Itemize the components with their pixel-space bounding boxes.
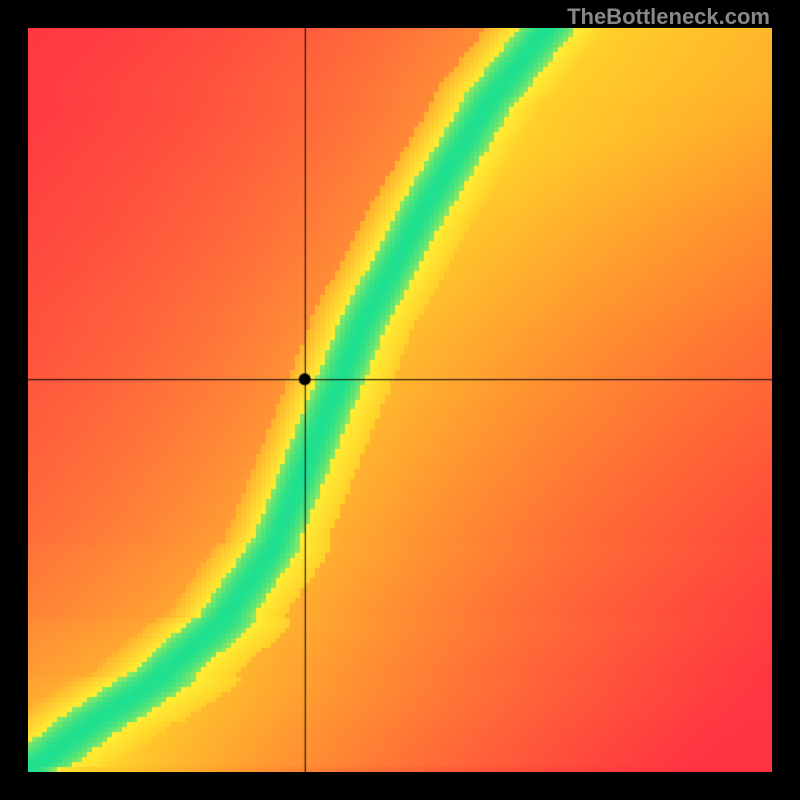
bottleneck-heatmap — [28, 28, 772, 772]
chart-container: { "watermark": { "text": "TheBottleneck.… — [0, 0, 800, 800]
watermark-text: TheBottleneck.com — [567, 4, 770, 30]
